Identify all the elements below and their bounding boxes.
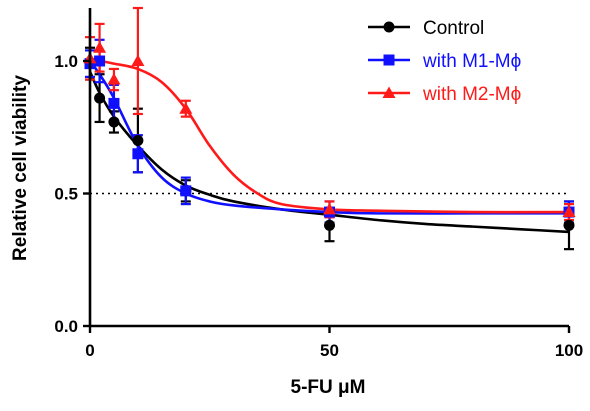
legend-marker-series-1 bbox=[383, 54, 395, 66]
fit-curve-series-0 bbox=[88, 71, 570, 234]
data-point-series-0 bbox=[324, 219, 335, 231]
fit-curve-series-2 bbox=[89, 59, 570, 214]
x-tick-label: 0 bbox=[85, 341, 94, 360]
data-point-series-2 bbox=[562, 205, 576, 218]
legend-label-series-1: with M1-Mϕ bbox=[422, 51, 521, 72]
x-tick-label: 100 bbox=[555, 341, 583, 360]
y-axis-title: Relative cell viability bbox=[10, 75, 31, 261]
data-point-series-0 bbox=[563, 219, 575, 231]
y-tick-label: 0.5 bbox=[54, 185, 78, 204]
data-point-series-2 bbox=[93, 41, 107, 53]
x-axis-title: 5-FU μM bbox=[291, 377, 366, 398]
data-point-series-1 bbox=[94, 55, 106, 67]
data-point-series-2 bbox=[131, 54, 145, 66]
data-point-series-2 bbox=[107, 73, 121, 85]
legend-label-series-2: with M2-Mϕ bbox=[422, 84, 521, 105]
legend-marker-series-0 bbox=[383, 21, 395, 33]
data-point-series-0 bbox=[94, 92, 106, 104]
y-tick-label: 0.0 bbox=[54, 317, 78, 336]
y-tick-label: 1.0 bbox=[54, 52, 78, 71]
legend-marker-series-2 bbox=[382, 86, 396, 98]
legend: Control with M1-Mϕ with M2-Mϕ bbox=[368, 18, 521, 105]
legend-label-series-0: Control bbox=[423, 18, 484, 39]
data-point-series-0 bbox=[132, 135, 144, 146]
data-point-series-2 bbox=[323, 202, 336, 215]
data-point-series-1 bbox=[132, 148, 144, 160]
data-point-series-1 bbox=[180, 185, 192, 197]
data-point-series-2 bbox=[179, 102, 193, 114]
x-tick-label: 50 bbox=[320, 341, 339, 360]
data-point-series-1 bbox=[108, 97, 120, 109]
tick-labels: 0 50 100 0.0 0.5 1.0 bbox=[54, 52, 583, 360]
data-point-series-0 bbox=[108, 116, 120, 128]
axes bbox=[83, 8, 571, 333]
